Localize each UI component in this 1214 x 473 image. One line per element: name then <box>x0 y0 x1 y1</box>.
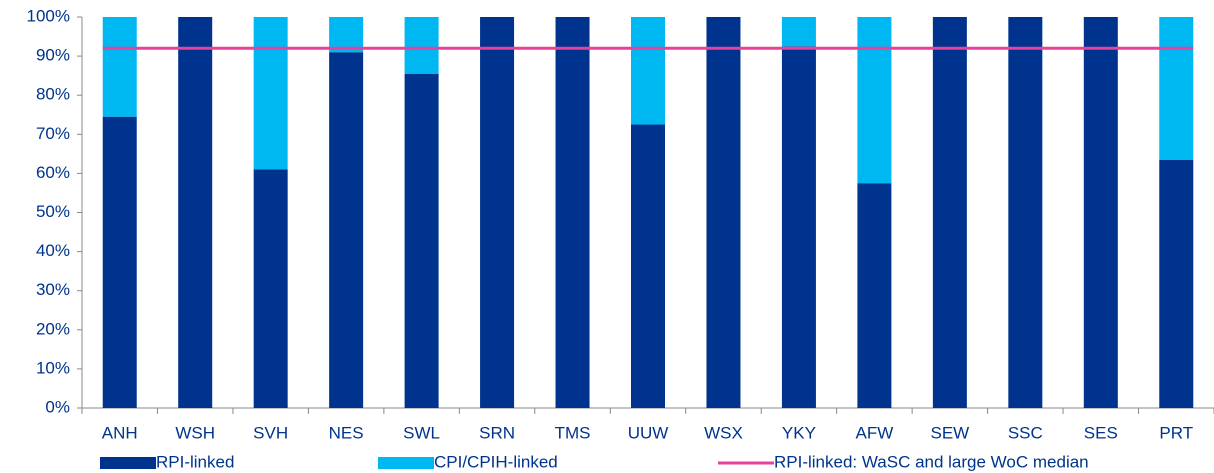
x-tick-label: SES <box>1084 423 1118 442</box>
bar-segment <box>631 124 665 409</box>
legend-label: CPI/CPIH-linked <box>434 452 558 471</box>
bar-segment <box>253 169 288 408</box>
y-tick-label: 20% <box>36 319 70 338</box>
x-tick-label: TMS <box>555 423 591 442</box>
y-tick-label: 50% <box>36 202 70 221</box>
y-tick-label: 0% <box>45 397 70 416</box>
bar-segment <box>857 183 892 408</box>
legend-label: RPI-linked <box>156 452 234 471</box>
y-tick-label: 100% <box>27 6 70 25</box>
x-tick-label: SEW <box>930 423 969 442</box>
x-tick-label: WSH <box>175 423 215 442</box>
bar-segment <box>404 73 439 408</box>
legend-label: RPI-linked: WaSC and large WoC median <box>774 452 1089 471</box>
x-tick-label: NES <box>329 423 364 442</box>
x-tick-label: AFW <box>856 423 894 442</box>
x-tick-label: PRT <box>1159 423 1193 442</box>
x-tick-label: ANH <box>102 423 138 442</box>
bar-segment <box>102 17 137 117</box>
y-tick-label: 30% <box>36 280 70 299</box>
bar-segment <box>706 17 741 408</box>
x-tick-label: UUW <box>628 423 669 442</box>
bar-segment <box>253 17 288 170</box>
x-tick-label: SSC <box>1008 423 1043 442</box>
bar-segment <box>857 17 892 184</box>
x-tick-label: SVH <box>253 423 288 442</box>
bar-segment <box>631 17 665 125</box>
bar-segment <box>329 52 364 408</box>
bar-segment <box>1159 159 1194 408</box>
legend-swatch <box>100 457 156 469</box>
bar-segment <box>404 17 439 74</box>
x-tick-label: SRN <box>479 423 515 442</box>
bar-segment <box>178 17 213 408</box>
bar-segment <box>781 17 816 47</box>
bar-segment <box>480 17 515 408</box>
x-tick-label: YKY <box>782 423 816 442</box>
y-tick-label: 70% <box>36 124 70 143</box>
x-tick-label: SWL <box>403 423 440 442</box>
bar-segment <box>1008 17 1043 408</box>
bar-segment <box>1159 17 1194 160</box>
y-tick-label: 80% <box>36 85 70 104</box>
bar-segment <box>329 17 364 53</box>
bar-segment <box>102 116 137 408</box>
y-tick-label: 60% <box>36 163 70 182</box>
bar-segment <box>1083 17 1118 408</box>
y-tick-label: 90% <box>36 46 70 65</box>
bar-segment <box>932 17 967 408</box>
bar-segment <box>555 17 590 408</box>
legend-swatch <box>378 457 434 469</box>
bar-segment <box>781 46 816 408</box>
x-tick-label: WSX <box>704 423 743 442</box>
y-tick-label: 40% <box>36 241 70 260</box>
y-tick-label: 10% <box>36 358 70 377</box>
